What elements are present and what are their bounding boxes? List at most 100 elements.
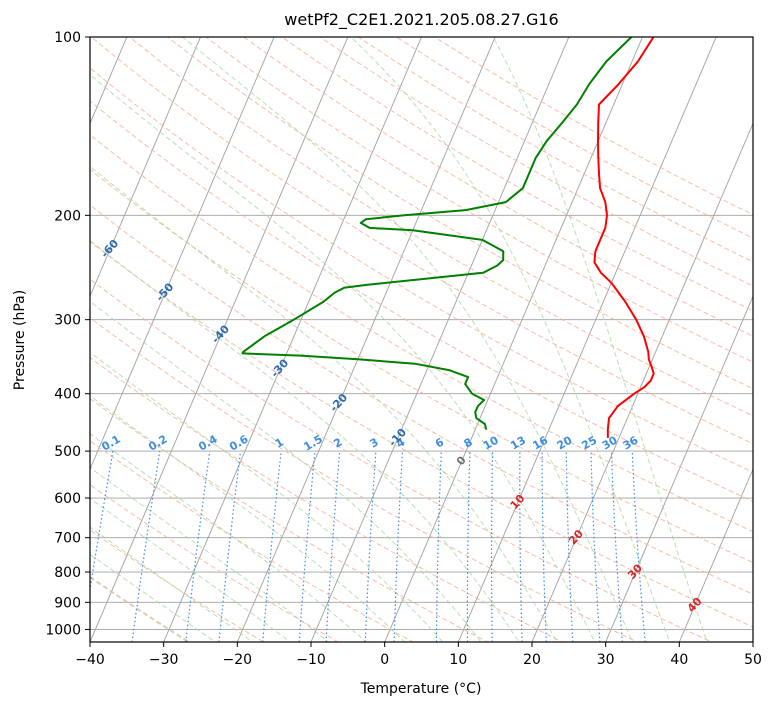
y-tick-label: 900 <box>54 595 81 611</box>
isotherm-line <box>752 640 753 642</box>
dry-adiabat-line <box>281 37 753 312</box>
mixing-ratio-line <box>435 451 442 642</box>
moist-adiabat-line <box>90 300 482 642</box>
mixing-ratio-line <box>631 451 646 642</box>
moist-adiabat-line <box>90 433 368 642</box>
dry-adiabat-line <box>204 37 753 363</box>
moist-adiabat-line <box>350 37 671 642</box>
mixing-ratio-label: 1.5 <box>301 433 324 454</box>
background-lines <box>0 10 753 654</box>
mixing-ratio-label: 1 <box>273 436 286 451</box>
dry-adiabat-line <box>90 356 564 642</box>
moist-adiabat-line <box>90 466 330 642</box>
y-tick-label: 400 <box>54 387 81 403</box>
mixing-ratio-line <box>325 451 341 642</box>
y-tick-label: 1000 <box>45 622 81 638</box>
y-tick-label: 200 <box>54 208 81 224</box>
x-tick-label: 50 <box>744 652 762 668</box>
x-tick-label: 30 <box>597 652 615 668</box>
isotherm-line <box>678 467 753 642</box>
chart-title: wetPf2_C2E1.2021.205.08.27.G16 <box>284 10 559 29</box>
dry-adiabat-line <box>90 317 639 642</box>
isotherm-line <box>384 37 643 642</box>
moist-adiabat-line <box>90 553 217 642</box>
isotherm-label: 30 <box>625 561 645 581</box>
isotherm-line <box>90 37 275 471</box>
dry-adiabat-line <box>90 575 191 642</box>
isotherm-line <box>605 295 753 642</box>
mixing-ratio-line <box>298 451 316 642</box>
moist-adiabat-line <box>90 74 596 642</box>
y-tick-label: 800 <box>54 565 81 581</box>
x-axis-label: Temperature (°C) <box>360 681 482 697</box>
mixing-ratio-label: 16 <box>530 433 550 452</box>
x-tick-label: 20 <box>523 652 541 668</box>
dry-adiabat-line <box>90 278 713 642</box>
dry-adiabat-line <box>357 37 753 263</box>
y-tick-label: 100 <box>54 30 81 46</box>
isotherm-label: 40 <box>685 595 705 615</box>
dry-adiabat-line <box>395 37 753 239</box>
moist-adiabat-line <box>90 395 406 642</box>
mixing-ratio-line <box>590 451 601 642</box>
isotherm-label: -20 <box>327 391 350 415</box>
mixing-ratio-label: 36 <box>621 433 641 452</box>
isotherm-line <box>457 37 717 642</box>
dry-adiabat-line <box>90 440 414 642</box>
mixing-ratio-line <box>393 451 404 642</box>
dry-adiabat-line <box>90 134 753 533</box>
mixing-ratio-label: 20 <box>555 433 575 452</box>
mixing-ratio-line <box>90 451 114 594</box>
moist-adiabat-line <box>492 37 708 642</box>
axes: −40 −30 −20 −10 0 10 20 30 40 5010020030040050060… <box>45 30 762 668</box>
dry-adiabat-line <box>90 204 753 595</box>
moist-adiabat-line <box>182 37 633 642</box>
x-tick-label: −20 <box>223 652 253 668</box>
mixing-ratio-label: 10 <box>481 433 501 452</box>
mixing-ratio-label: 3 <box>368 436 381 451</box>
mixing-ratio-label: 0.2 <box>146 433 169 454</box>
mixing-ratio-line <box>131 451 161 642</box>
y-tick-label: 700 <box>54 531 81 547</box>
mixing-ratio-label: 2 <box>331 436 344 451</box>
isotherm-label: -40 <box>209 322 232 346</box>
temperature-profile-line <box>593 37 655 438</box>
dry-adiabat-line <box>90 529 265 642</box>
isotherm-line <box>90 37 128 125</box>
mixing-ratio-label: 25 <box>579 434 599 453</box>
mixing-ratio-label: 8 <box>462 436 475 451</box>
x-tick-label: 40 <box>670 652 688 668</box>
moist-adiabat-line <box>90 526 254 642</box>
isotherm-label: -50 <box>153 280 176 304</box>
mixing-ratio-line <box>565 451 574 642</box>
mixing-ratio-line <box>541 451 547 642</box>
dry-adiabat-line <box>242 37 753 337</box>
moist-adiabat-line <box>90 497 292 642</box>
isotherm-line <box>0 10 65 654</box>
dry-adiabat-line <box>90 37 753 445</box>
mixing-ratio-label: 0.6 <box>227 432 251 453</box>
plot-frame <box>89 36 754 643</box>
mixing-ratio-line <box>490 451 494 642</box>
isotherm-line <box>310 37 570 642</box>
mixing-ratio-line <box>185 451 211 642</box>
y-axis-label: Pressure (hPa) <box>12 290 28 390</box>
isotherm-label: -60 <box>98 237 121 261</box>
moist-adiabat-line <box>90 351 444 642</box>
mixing-ratio-label: 0.4 <box>196 432 220 453</box>
dry-adiabat-line <box>90 397 489 642</box>
y-tick-label: 600 <box>54 491 81 507</box>
moist-adiabat-line <box>90 165 558 642</box>
isotherm-line <box>90 37 349 642</box>
isotherm-line <box>90 37 201 298</box>
line-labels: 0.10.20.40.611.52346810131620253036-100-… <box>0 146 705 615</box>
profile-lines <box>241 37 655 438</box>
dry-adiabat-line <box>319 37 753 287</box>
mixing-ratio-line <box>519 451 523 642</box>
dry-adiabat-line <box>90 241 753 628</box>
y-tick-label: 500 <box>54 444 81 460</box>
isotherm-label: -80 <box>0 146 13 170</box>
mixing-ratio-line <box>218 451 242 642</box>
isotherm-label: 20 <box>566 527 586 547</box>
